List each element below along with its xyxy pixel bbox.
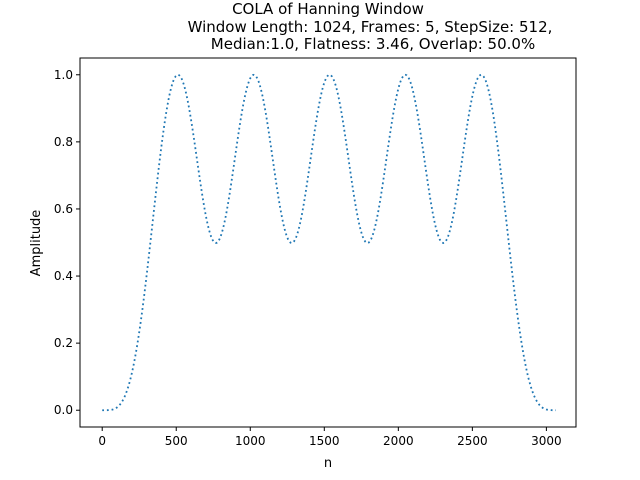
y-axis-label: Amplitude xyxy=(29,210,44,277)
x-tick-label: 500 xyxy=(165,434,188,448)
x-tick-label: 0 xyxy=(98,434,106,448)
chart-title-line-3: Median:1.0, Flatness: 3.46, Overlap: 50.… xyxy=(211,35,535,53)
x-tick-label: 2000 xyxy=(383,434,414,448)
x-axis-label: n xyxy=(324,456,332,471)
x-tick-label: 2500 xyxy=(457,434,488,448)
y-tick-label: 1.0 xyxy=(54,68,73,82)
x-tick-label: 1500 xyxy=(309,434,340,448)
chart-title-line-1: COLA of Hanning Window xyxy=(232,0,424,18)
chart-title-line-2: Window Length: 1024, Frames: 5, StepSize… xyxy=(188,18,553,36)
y-tick-label: 0.6 xyxy=(54,202,73,216)
y-tick-label: 0.8 xyxy=(54,135,73,149)
y-tick-label: 0.0 xyxy=(54,403,73,417)
x-tick-label: 1000 xyxy=(235,434,266,448)
y-tick-label: 0.2 xyxy=(54,336,73,350)
y-tick-label: 0.4 xyxy=(54,269,73,283)
x-tick-label: 3000 xyxy=(531,434,562,448)
